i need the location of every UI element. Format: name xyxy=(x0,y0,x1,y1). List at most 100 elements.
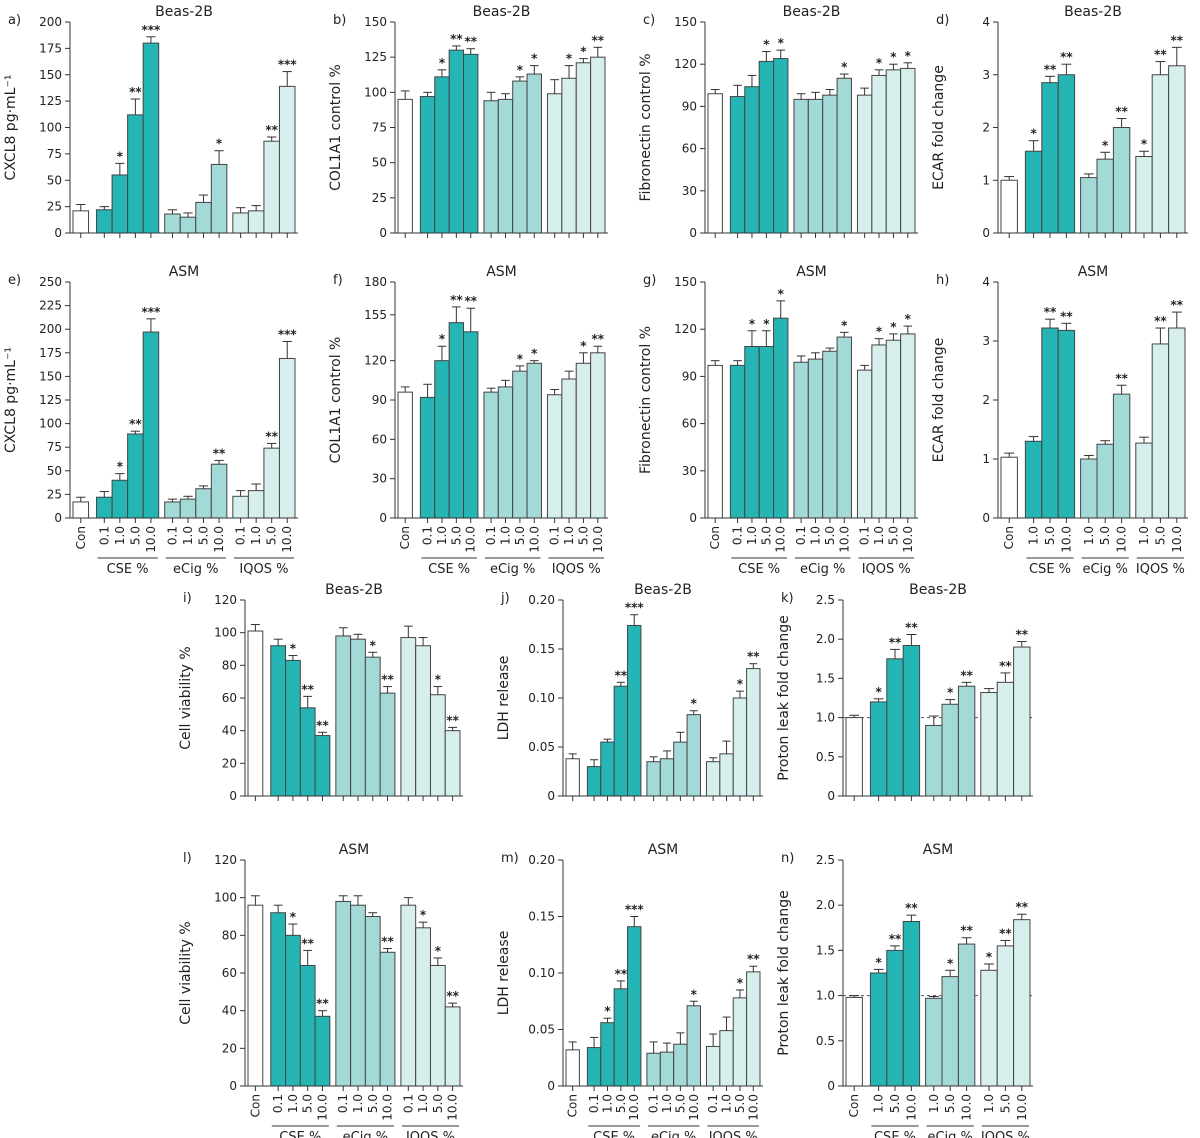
x-tick-label: 1.0 xyxy=(286,1094,300,1113)
bar-ecig xyxy=(957,685,976,797)
bar-ecig xyxy=(526,362,542,519)
y-tick-label: 0 xyxy=(547,789,555,803)
y-axis-label: LDH release xyxy=(496,931,512,1016)
panel-title: ASM xyxy=(923,842,954,858)
bar-ecig xyxy=(350,638,366,797)
significance-label: ** xyxy=(265,429,278,443)
y-axis-label: Cell viability % xyxy=(178,921,194,1024)
y-tick-label: 25 xyxy=(372,191,387,205)
significance-label: * xyxy=(370,638,377,652)
bar-cse xyxy=(448,322,465,519)
panel-letter: c) xyxy=(643,13,655,28)
bar-cse xyxy=(314,1015,331,1087)
panel-title: ASM xyxy=(339,842,370,858)
panel-letter: h) xyxy=(936,273,949,288)
y-tick-label: 75 xyxy=(372,121,387,135)
x-tick-label: 1.0 xyxy=(660,1094,674,1113)
bar-iqos xyxy=(263,140,280,234)
x-tick-label: 5.0 xyxy=(1043,526,1057,545)
y-tick-label: 200 xyxy=(39,15,62,29)
significance-label: ** xyxy=(381,935,394,949)
panel-letter: b) xyxy=(333,13,346,28)
x-tick-label: 10.0 xyxy=(1015,1094,1029,1121)
x-tick-label: 10.0 xyxy=(212,526,226,553)
significance-label: * xyxy=(691,987,698,1001)
x-tick-label: 0.1 xyxy=(234,526,248,545)
group-label-iqos: IQOS % xyxy=(981,1130,1030,1138)
significance-label: * xyxy=(876,325,883,339)
panel-letter: m) xyxy=(501,851,519,866)
x-tick-label: 10.0 xyxy=(1170,526,1184,553)
bar-iqos xyxy=(444,1006,461,1087)
panel-title: ASM xyxy=(1078,264,1109,280)
y-tick-label: 75 xyxy=(47,440,62,454)
y-tick-label: 4 xyxy=(982,275,990,289)
significance-label: *** xyxy=(278,327,298,341)
bar-iqos xyxy=(575,62,592,234)
panel-title: Beas-2B xyxy=(325,582,383,598)
y-tick-label: 30 xyxy=(682,464,697,478)
bar-cse xyxy=(600,1022,615,1087)
significance-label: ** xyxy=(1171,298,1184,312)
bar-con xyxy=(1000,456,1018,519)
significance-label: ** xyxy=(446,989,459,1003)
x-tick-label: 10.0 xyxy=(1115,526,1129,553)
group-label-ecig: eCig % xyxy=(343,1130,388,1138)
y-tick-label: 0 xyxy=(379,226,387,240)
y-axis-label: ECAR fold change xyxy=(931,338,947,463)
panel-letter: a) xyxy=(8,13,21,28)
x-tick-label: 1.0 xyxy=(351,1094,365,1113)
x-tick-label: 5.0 xyxy=(759,526,773,545)
bar-cse xyxy=(627,926,642,1087)
panel-letter: d) xyxy=(936,13,949,28)
significance-label: * xyxy=(420,908,427,922)
x-tick-label: 10.0 xyxy=(687,1094,701,1121)
y-tick-label: 25 xyxy=(47,487,62,501)
x-tick-label: 5.0 xyxy=(431,1094,445,1113)
bar-ecig xyxy=(164,501,181,519)
panel-a: a) Beas-2B CXCL8 pg·mL⁻¹ 0 25 50 75 100 125 150 17… xyxy=(3,4,298,240)
bar-cse xyxy=(902,920,921,1087)
x-tick-label: 10.0 xyxy=(591,526,605,553)
bar-ecig xyxy=(1080,177,1098,234)
x-tick-label: Con xyxy=(248,1094,262,1117)
x-tick-label: 5.0 xyxy=(128,526,142,545)
bar-ecig xyxy=(807,98,824,234)
bar-ecig xyxy=(483,100,499,234)
x-tick-label: 5.0 xyxy=(197,526,211,545)
y-tick-label: 2.0 xyxy=(816,632,835,646)
y-tick-label: 0.20 xyxy=(528,593,555,607)
significance-label: * xyxy=(778,287,785,301)
y-tick-label: 120 xyxy=(214,853,237,867)
bar-iqos xyxy=(429,964,446,1087)
x-tick-label: 1.0 xyxy=(600,1094,614,1113)
bar-cse xyxy=(270,912,287,1087)
y-tick-label: 150 xyxy=(674,275,697,289)
bar-iqos xyxy=(871,74,887,234)
bar-iqos xyxy=(705,1045,721,1087)
y-tick-label: 1.5 xyxy=(816,671,835,685)
x-tick-label: 5.0 xyxy=(673,1094,687,1113)
bar-ecig xyxy=(646,761,661,797)
y-tick-label: 225 xyxy=(39,299,62,313)
significance-label: * xyxy=(691,697,698,711)
bar-ecig xyxy=(1096,443,1114,519)
bar-cse xyxy=(299,707,316,797)
bar-iqos xyxy=(1168,327,1186,519)
bar-iqos xyxy=(705,761,721,797)
x-tick-label: 5.0 xyxy=(733,1094,747,1113)
y-tick-label: 125 xyxy=(364,50,387,64)
bar-cse xyxy=(1024,150,1043,234)
significance-label: ** xyxy=(316,718,329,732)
y-tick-label: 0.05 xyxy=(528,1023,555,1037)
y-tick-label: 0.05 xyxy=(528,740,555,754)
significance-label: ** xyxy=(615,967,628,981)
significance-label: ** xyxy=(747,952,760,966)
bar-ecig xyxy=(686,714,701,797)
panel-g: g) ASM Fibronectin control % 0 30 60 90 120 150 *… xyxy=(638,264,918,577)
significance-label: * xyxy=(439,332,446,346)
bar-ecig xyxy=(335,900,352,1087)
bar-ecig xyxy=(195,201,212,234)
y-tick-label: 2 xyxy=(982,121,990,135)
